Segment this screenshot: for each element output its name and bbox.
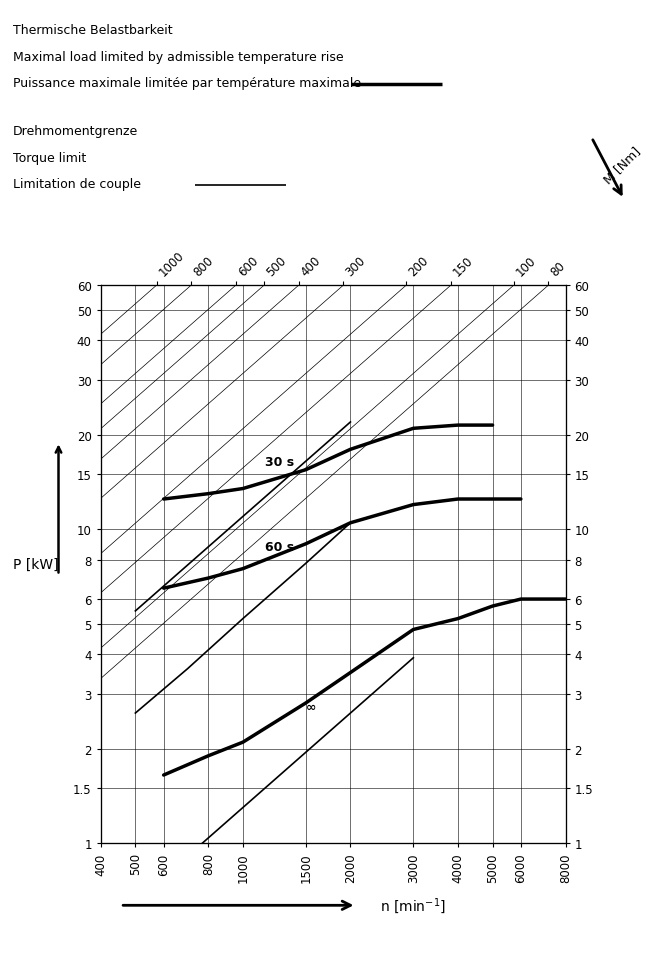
Text: Thermische Belastbarkeit: Thermische Belastbarkeit [13,24,173,37]
Text: Drehmomentgrenze: Drehmomentgrenze [13,125,138,138]
Text: 30 s: 30 s [265,456,294,469]
Text: n [min$^{-1}$]: n [min$^{-1}$] [380,896,445,915]
Text: ∞: ∞ [306,700,316,714]
Text: P [kW]: P [kW] [13,558,58,572]
Text: 60 s: 60 s [265,540,294,554]
Text: Maximal load limited by admissible temperature rise: Maximal load limited by admissible tempe… [13,51,344,64]
Text: Puissance maximale limitée par température maximale: Puissance maximale limitée par températu… [13,77,361,91]
Text: M [Nm]: M [Nm] [601,144,643,186]
Text: Limitation de couple: Limitation de couple [13,178,141,192]
Text: Torque limit: Torque limit [13,152,86,165]
